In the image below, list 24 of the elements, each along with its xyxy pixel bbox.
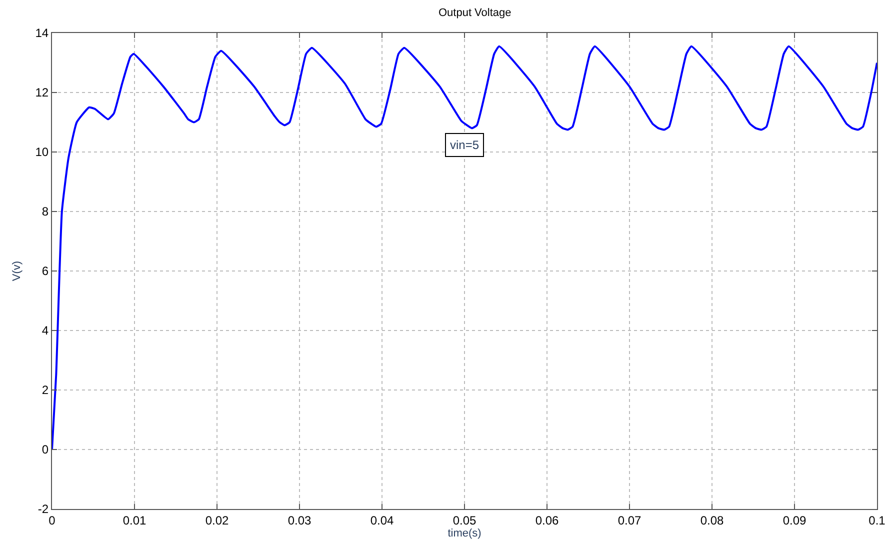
x-tick-label: 0.06 xyxy=(535,513,559,528)
x-tick-label: 0.09 xyxy=(782,513,806,528)
y-tick-label: 2 xyxy=(42,383,49,398)
y-tick-label: -2 xyxy=(38,502,49,516)
x-tick-label: 0.08 xyxy=(700,513,724,528)
y-tick-label: 8 xyxy=(42,204,49,219)
y-tick-label: 6 xyxy=(42,264,49,278)
x-axis-title: time(s) xyxy=(448,528,482,540)
x-tick-label: 0.04 xyxy=(370,513,394,528)
y-tick-label: 4 xyxy=(42,324,49,338)
x-tick-label: 0.03 xyxy=(288,513,312,528)
y-tick-label: 0 xyxy=(42,442,49,457)
y-tick-label: 12 xyxy=(35,86,49,100)
x-tick-label: 0.02 xyxy=(205,513,229,528)
x-tick-label: 0.07 xyxy=(618,513,642,528)
chart-title: Output Voltage xyxy=(438,6,512,19)
x-tick-label: 0.01 xyxy=(122,513,146,528)
x-tick-label: 0.05 xyxy=(452,513,476,528)
y-tick-label: 10 xyxy=(35,145,49,160)
x-tick-label: 0.1 xyxy=(868,513,886,528)
line-series xyxy=(52,45,877,450)
y-axis-title: V(v) xyxy=(10,260,23,282)
y-tick-label: 14 xyxy=(35,26,49,40)
annotation: vin=5 xyxy=(450,138,480,152)
